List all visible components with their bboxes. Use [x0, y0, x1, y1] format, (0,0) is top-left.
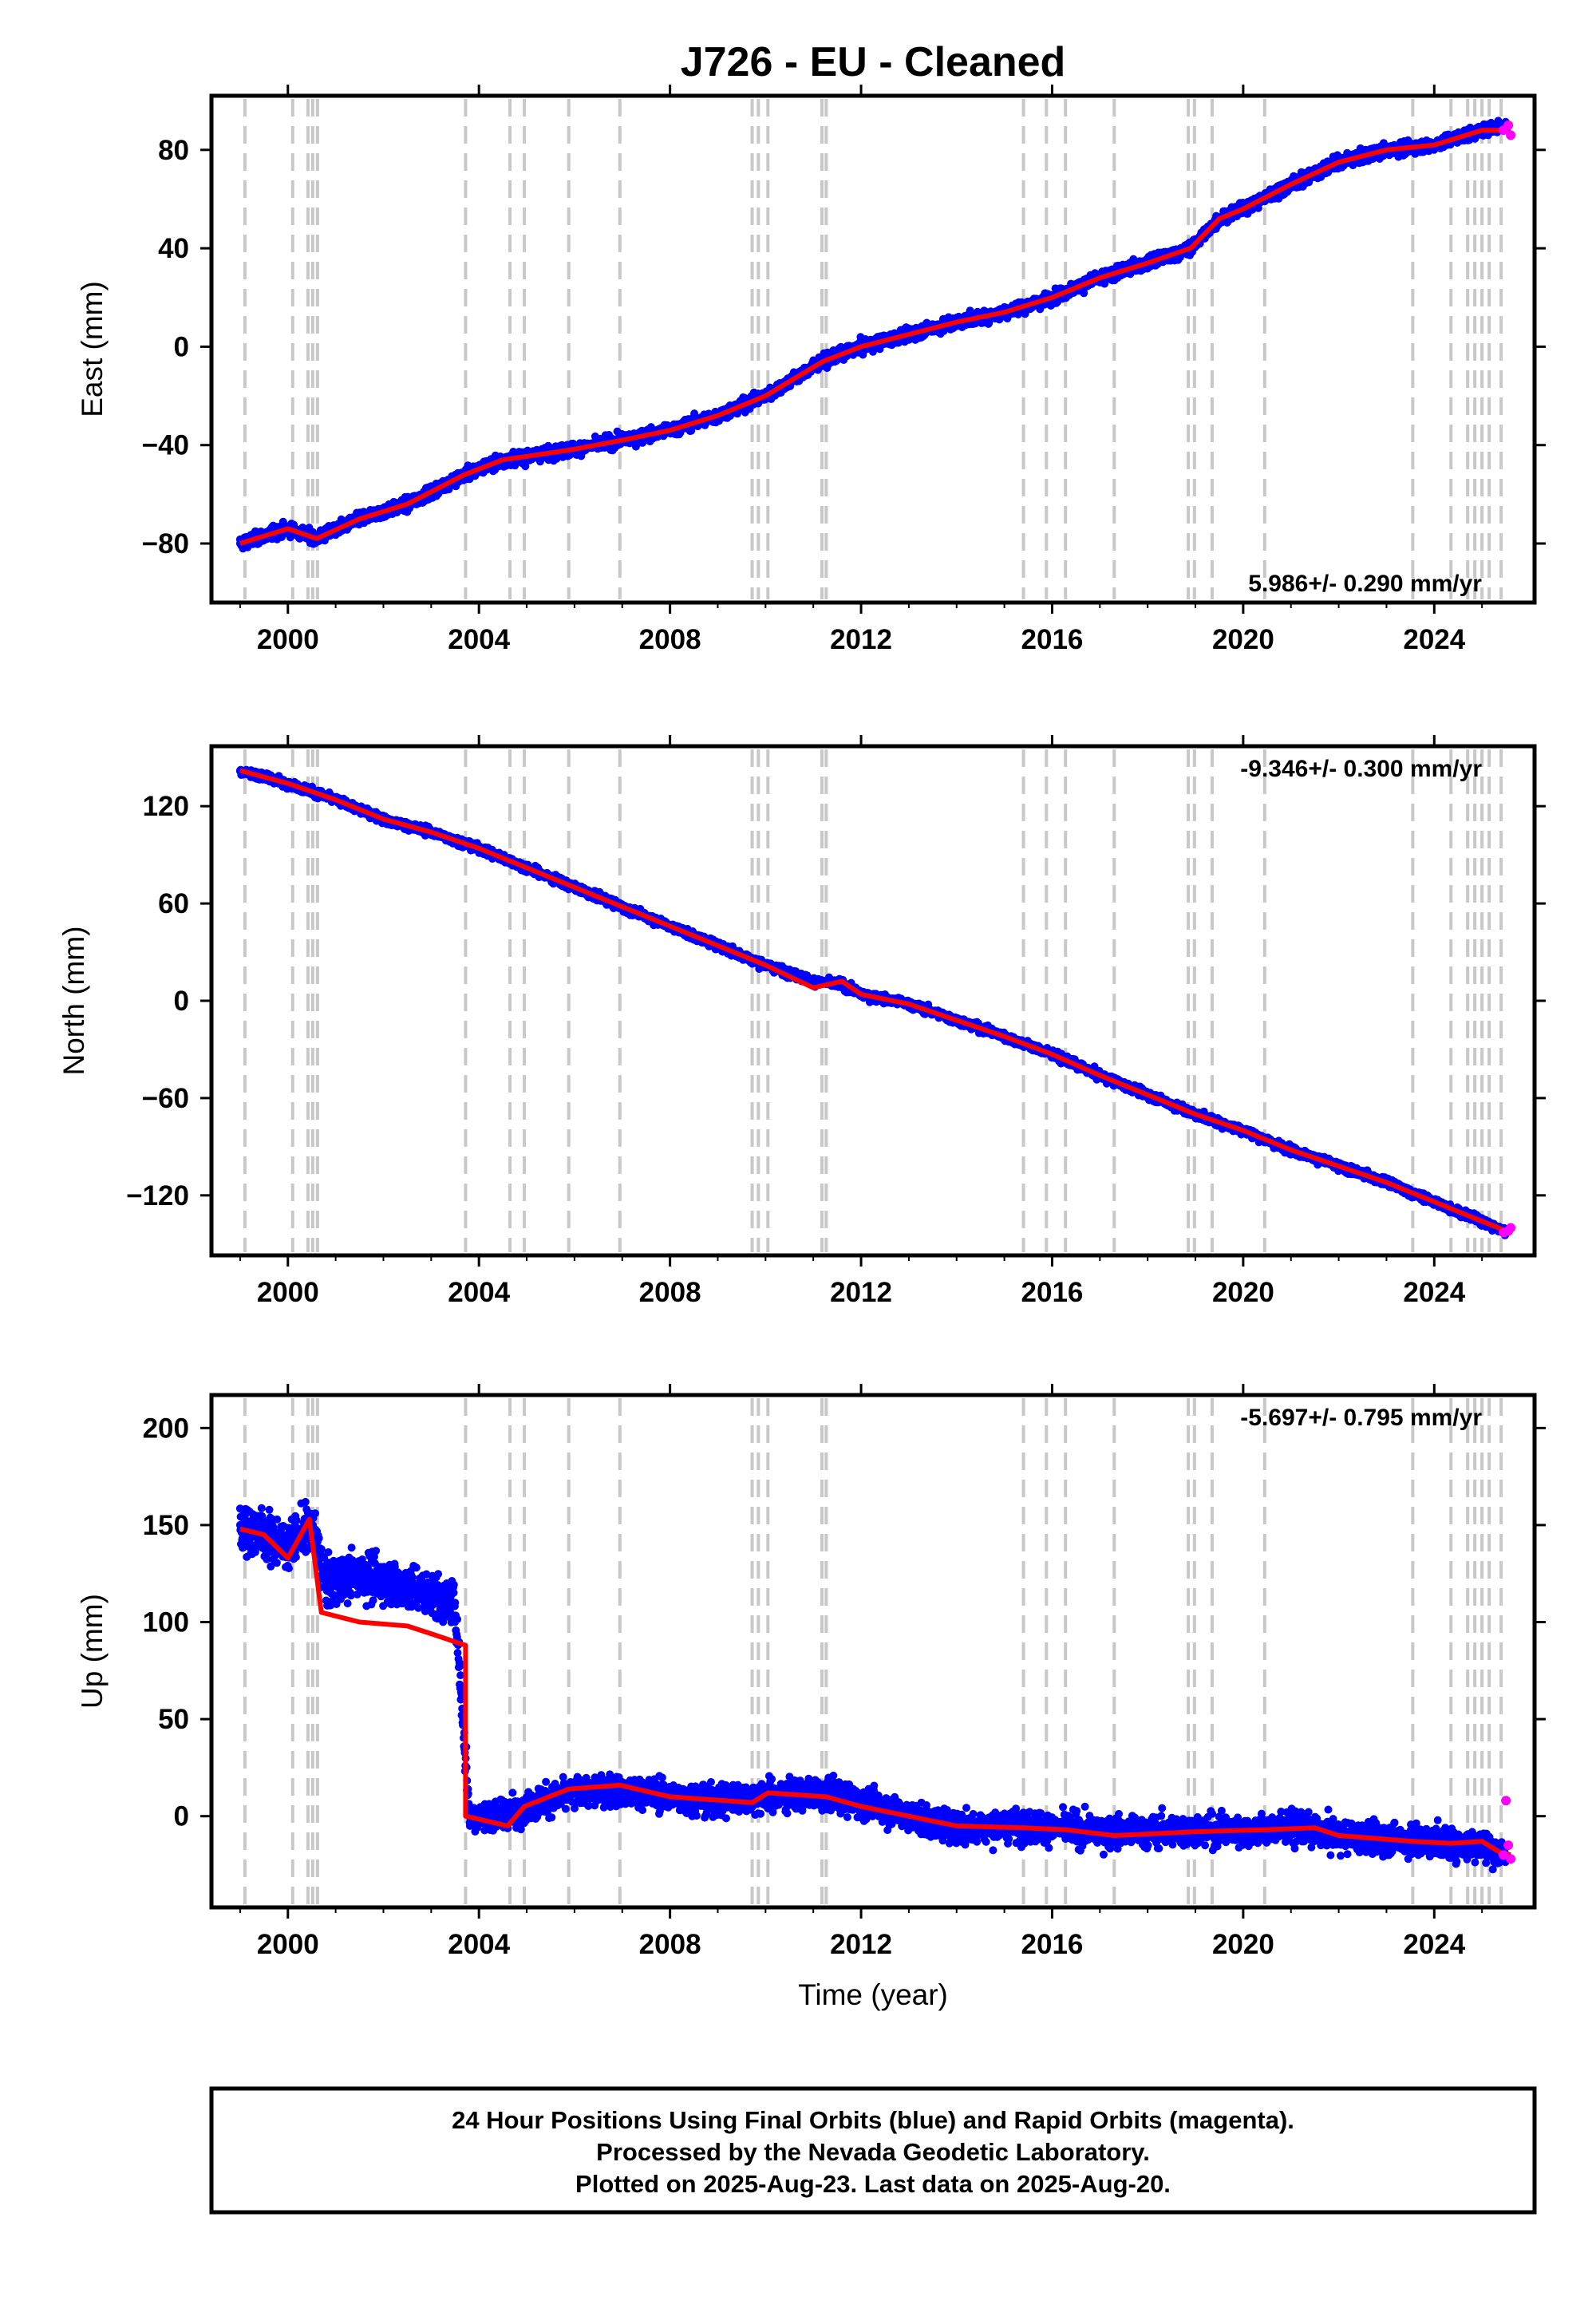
y-tick-label: 60 [158, 888, 189, 919]
y-tick-label: 100 [143, 1607, 189, 1638]
final-orbit-points [235, 117, 1511, 553]
x-tick-label: 2024 [1403, 1929, 1465, 1960]
rapid-orbit-point [1506, 130, 1516, 140]
panel-east: 2000 2004 2008 2012 2016 2020 2024 80 40 0 −40 −80 E… [76, 85, 1546, 655]
y-tick-label: −80 [142, 528, 189, 559]
rapid-orbit-point [1506, 1854, 1516, 1864]
final-orbit-point [499, 1812, 508, 1820]
final-orbit-point [857, 1796, 866, 1805]
x-tick-label: 2008 [639, 624, 701, 655]
final-orbit-points [235, 765, 1511, 1239]
footer-line-1: 24 Hour Positions Using Final Orbits (bl… [452, 2106, 1294, 2134]
rate-label: -5.697+/- 0.795 mm/yr [1240, 1405, 1482, 1431]
x-tick-label: 2008 [639, 1929, 701, 1960]
rapid-orbit-point [1501, 1796, 1511, 1806]
rapid-orbit-point [1503, 120, 1514, 130]
x-tick-label: 2004 [448, 1277, 510, 1308]
x-axis-label: Time (year) [798, 1978, 948, 2011]
y-axis-label: East (mm) [76, 281, 109, 417]
final-orbit-cloud [235, 1497, 1510, 1874]
x-tick-label: 2024 [1403, 624, 1465, 655]
model-fit-line [239, 768, 1512, 1235]
final-orbit-point [809, 977, 818, 986]
x-tick-label: 2004 [448, 624, 510, 655]
x-tick-label: 2008 [639, 1277, 701, 1308]
y-tick-label: 200 [143, 1413, 189, 1444]
panel-north: 2000 2004 2008 2012 2016 2020 2024 120 60 0 −60 −12… [57, 735, 1546, 1308]
rapid-orbit-point [1503, 1840, 1514, 1851]
footer-box: 24 Hour Positions Using Final Orbits (bl… [209, 2086, 1537, 2215]
x-tick-label: 2016 [1021, 624, 1084, 655]
x-tick-label: 2020 [1212, 624, 1274, 655]
y-axis-label: North (mm) [57, 926, 90, 1075]
rate-label: 5.986+/- 0.290 mm/yr [1248, 571, 1482, 597]
figure-title: J726 - EU - Cleaned [681, 39, 1066, 85]
final-orbit-point [355, 1569, 364, 1578]
y-axis-label: Up (mm) [76, 1594, 109, 1709]
y-tick-label: −120 [126, 1180, 189, 1211]
x-tick-label: 2000 [257, 624, 319, 655]
x-tick-label: 2020 [1212, 1277, 1274, 1308]
y-tick-label: 0 [174, 1801, 189, 1832]
y-tick-label: −40 [142, 430, 189, 461]
plot-frame [209, 1393, 1537, 1910]
footer-line-2: Processed by the Nevada Geodetic Laborat… [596, 2138, 1150, 2166]
y-tick-label: −60 [142, 1083, 189, 1114]
x-tick-label: 2016 [1021, 1929, 1084, 1960]
y-tick-label: 0 [174, 331, 189, 362]
final-orbit-cloud [235, 117, 1510, 553]
final-orbit-cloud [235, 765, 1510, 1239]
x-tick-label: 2012 [830, 1277, 892, 1308]
x-tick-label: 2000 [257, 1929, 319, 1960]
model-fit-line [239, 128, 1511, 546]
final-orbit-points [235, 1497, 1511, 1874]
x-tick-label: 2020 [1212, 1929, 1274, 1960]
x-tick-label: 2024 [1403, 1277, 1465, 1308]
final-orbit-point [451, 1599, 460, 1607]
y-tick-label: 120 [143, 791, 189, 822]
rapid-orbit-point [1499, 1850, 1509, 1860]
y-tick-label: 0 [174, 986, 189, 1017]
y-tick-label: 50 [158, 1704, 189, 1735]
x-tick-label: 2000 [257, 1277, 319, 1308]
final-orbit-point [403, 1583, 412, 1591]
x-tick-label: 2016 [1021, 1277, 1084, 1308]
y-tick-label: 150 [143, 1510, 189, 1541]
plot-frame [209, 93, 1537, 605]
y-tick-label: 80 [158, 135, 189, 166]
x-tick-label: 2012 [830, 624, 892, 655]
rapid-orbit-point [1506, 1223, 1516, 1233]
rate-label: -9.346+/- 0.300 mm/yr [1240, 756, 1482, 782]
footer-line-3: Plotted on 2025-Aug-23. Last data on 202… [575, 2170, 1171, 2198]
panel-up: 2000 2004 2008 2012 2016 2020 2024 200 150 100 50 0… [76, 1384, 1546, 1960]
model-fit-line [239, 1516, 1511, 1858]
final-orbit-point [283, 1540, 292, 1549]
x-tick-label: 2012 [830, 1929, 892, 1960]
final-orbit-point [322, 1579, 330, 1587]
y-tick-label: 40 [158, 233, 189, 264]
x-tick-label: 2004 [448, 1929, 510, 1960]
